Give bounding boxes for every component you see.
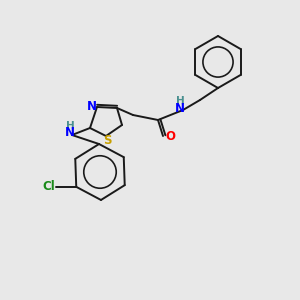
Text: S: S bbox=[103, 134, 111, 148]
Text: H: H bbox=[176, 96, 184, 106]
Text: N: N bbox=[87, 100, 97, 112]
Text: N: N bbox=[65, 127, 75, 140]
Text: N: N bbox=[175, 101, 185, 115]
Text: O: O bbox=[165, 130, 175, 143]
Text: H: H bbox=[66, 121, 74, 131]
Text: Cl: Cl bbox=[42, 180, 55, 193]
